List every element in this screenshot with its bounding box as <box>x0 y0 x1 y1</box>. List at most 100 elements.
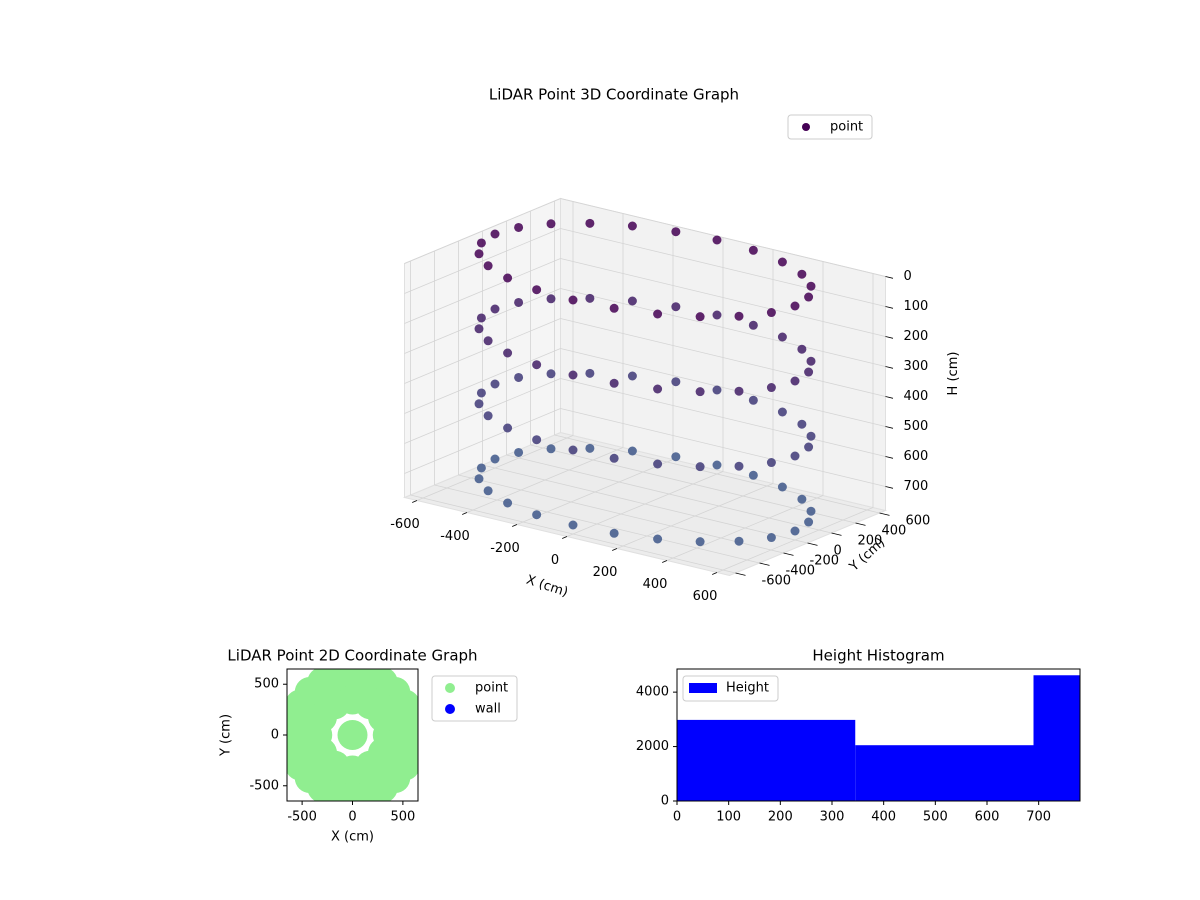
z-tick-label: 500 <box>904 419 929 434</box>
point <box>627 296 637 306</box>
legend-label: point <box>830 120 863 135</box>
point <box>395 735 418 766</box>
point <box>503 348 513 358</box>
z-tick-label: 400 <box>904 389 929 404</box>
point <box>483 336 493 346</box>
point <box>712 235 722 245</box>
point <box>695 387 705 397</box>
z-tick-label: 0 <box>904 269 912 284</box>
point <box>671 227 681 237</box>
tick-mark <box>885 426 894 429</box>
point <box>609 303 619 313</box>
point <box>777 257 787 267</box>
point <box>609 378 619 388</box>
point <box>627 371 637 381</box>
point <box>483 411 493 421</box>
point <box>503 498 513 508</box>
tick-mark <box>885 366 894 369</box>
x-axis-label: X (cm) <box>524 573 570 601</box>
point <box>748 470 758 480</box>
point <box>474 399 484 409</box>
grid-line <box>404 348 561 414</box>
grid-line <box>404 228 561 294</box>
x-tick-label: -600 <box>390 517 420 532</box>
tick-mark <box>412 500 418 503</box>
x-tick-label: 400 <box>871 810 896 825</box>
grid-line <box>560 318 886 397</box>
x-tick-label: 0 <box>673 810 681 825</box>
point <box>503 273 513 283</box>
tick-mark <box>512 524 518 527</box>
grid-line <box>560 198 886 277</box>
x-tick-label: 200 <box>768 810 793 825</box>
y-tick-label: 0 <box>661 794 669 809</box>
y-tick-label: 0 <box>271 728 279 743</box>
grid-line <box>560 348 886 427</box>
point <box>474 474 484 484</box>
z-axis-label: H (cm) <box>946 352 961 396</box>
point <box>766 458 776 468</box>
z-tick-label: 200 <box>904 329 929 344</box>
x-tick-label: 500 <box>923 810 948 825</box>
point <box>695 312 705 322</box>
z-tick-label: 300 <box>904 359 929 374</box>
legend-marker <box>445 683 455 693</box>
x-tick-label: -200 <box>490 541 520 556</box>
grid-line <box>404 258 561 324</box>
point <box>585 443 595 453</box>
point <box>514 447 524 457</box>
point <box>748 395 758 405</box>
tick-mark <box>831 532 842 536</box>
x-tick-label: 0 <box>348 810 356 825</box>
point <box>734 461 744 471</box>
point <box>514 222 524 232</box>
point <box>653 459 663 469</box>
point <box>777 407 787 417</box>
y-tick-label: 2000 <box>636 739 669 754</box>
point <box>695 537 705 547</box>
point <box>490 304 500 314</box>
point <box>806 356 816 366</box>
point <box>806 281 816 291</box>
bar <box>677 719 856 801</box>
point <box>671 377 681 387</box>
point <box>790 451 800 461</box>
tick-mark <box>885 396 894 399</box>
point <box>474 324 484 334</box>
point <box>712 310 722 320</box>
point <box>734 386 744 396</box>
tick-mark <box>662 560 668 563</box>
grid-line <box>404 408 561 474</box>
point <box>476 313 486 323</box>
axes-frame <box>676 668 1081 802</box>
point <box>671 452 681 462</box>
tick-mark <box>885 276 894 279</box>
tick-mark <box>807 542 818 546</box>
point <box>546 369 556 379</box>
point <box>653 384 663 394</box>
point <box>585 293 595 303</box>
tick-mark <box>885 456 894 459</box>
point <box>546 294 556 304</box>
y-tick-label: -200 <box>810 554 840 569</box>
point <box>568 520 578 530</box>
z-tick-label: 700 <box>904 479 929 494</box>
point <box>490 229 500 239</box>
grid-line <box>458 474 784 554</box>
point <box>777 482 787 492</box>
grid-line <box>404 378 561 444</box>
point <box>806 431 816 441</box>
x-tick-label: 700 <box>1026 810 1051 825</box>
point <box>490 454 500 464</box>
point <box>568 295 578 305</box>
tick-mark <box>885 486 894 489</box>
point <box>609 453 619 463</box>
legend-marker <box>445 704 455 714</box>
bar <box>855 745 1034 801</box>
point <box>532 510 542 520</box>
tick-mark <box>879 512 890 516</box>
grid-line <box>506 454 832 534</box>
x-tick-label: 600 <box>693 589 718 604</box>
legend-label: point <box>475 681 508 696</box>
x-tick-label: 500 <box>390 810 415 825</box>
